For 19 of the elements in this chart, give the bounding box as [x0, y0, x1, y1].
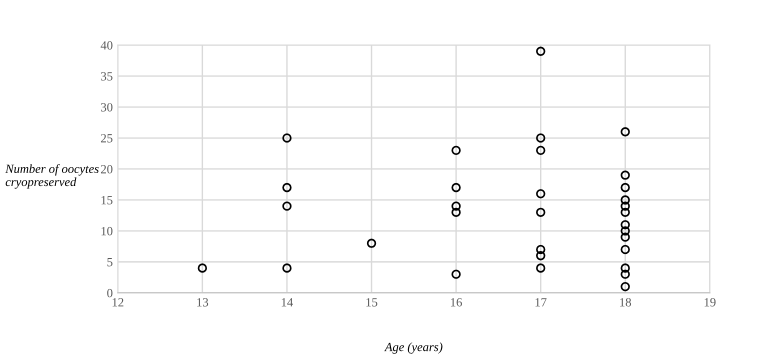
y-axis-title: Number of oocytes cryopreserved [5, 164, 99, 189]
y-tick-label: 25 [100, 134, 112, 142]
y-tick-label: 15 [102, 196, 112, 204]
y-tick-label: 5 [107, 258, 112, 266]
x-tick-label: 12 [112, 298, 124, 306]
y-tick-label: 10 [102, 226, 112, 236]
x-tick-label: 14 [282, 298, 294, 306]
x-tick-label: 15 [366, 298, 378, 306]
x-tick-label: 13 [197, 298, 208, 306]
x-tick-label: 18 [620, 298, 632, 306]
y-tick-label: 20 [100, 165, 112, 174]
y-tick-label: 30 [101, 103, 112, 112]
x-tick-label: 16 [450, 298, 462, 306]
y-tick-label: 40 [100, 41, 112, 50]
x-axis-title: Age (years) [384, 342, 442, 354]
y-tick-label: 35 [101, 72, 112, 81]
x-tick-label: 17 [536, 298, 547, 306]
x-tick-label: 19 [704, 298, 716, 306]
y-tick-label: 0 [107, 288, 112, 298]
